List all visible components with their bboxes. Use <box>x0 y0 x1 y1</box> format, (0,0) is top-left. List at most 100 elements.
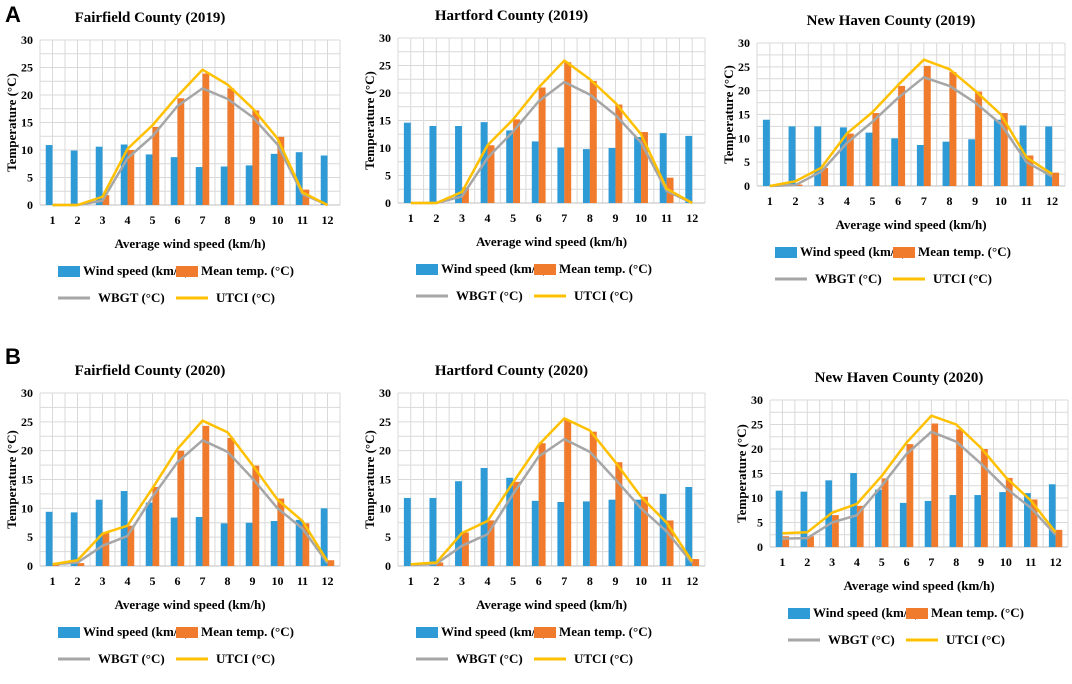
x-tick-label: 10 <box>635 574 647 588</box>
wind-speed-bar <box>685 486 693 566</box>
y-tick-label: 0 <box>27 198 33 212</box>
x-tick-label: 6 <box>536 211 542 225</box>
mean-temp-bar <box>898 85 906 186</box>
x-tick-label: 4 <box>125 574 131 588</box>
y-axis-title: Temperature (°C) <box>734 424 749 523</box>
y-tick-label: 30 <box>379 31 391 45</box>
wind-speed-bar <box>195 167 203 205</box>
x-axis-title: Average wind speed (km/h) <box>476 597 627 612</box>
legend-label: WBGT (°C) <box>828 632 895 647</box>
wind-speed-bar <box>608 499 616 566</box>
mean-temp-bar <box>872 113 880 186</box>
y-tick-label: 30 <box>379 386 391 400</box>
legend-label: UTCI (°C) <box>574 288 633 303</box>
y-tick-label: 15 <box>751 467 763 481</box>
mean-temp-bar <box>807 536 814 547</box>
mean-temp-bar <box>461 532 469 566</box>
y-tick-label: 0 <box>27 559 33 573</box>
gridlines <box>39 392 341 567</box>
x-tick-label: 6 <box>175 213 181 227</box>
x-tick-label: 9 <box>972 194 978 208</box>
x-tick-label: 3 <box>829 555 835 569</box>
wind-speed-bar <box>295 152 303 205</box>
chart-title: New Haven County (2020) <box>815 370 984 386</box>
wind-speed-bar <box>170 157 178 205</box>
mean-temp-bar <box>1005 477 1013 547</box>
x-tick-label: 8 <box>947 194 953 208</box>
wbgt-line <box>769 76 1053 188</box>
legend-swatch <box>176 627 198 638</box>
y-tick-label: 20 <box>379 444 391 458</box>
mean-temp-bar <box>615 104 623 203</box>
x-tick-label: 12 <box>686 211 698 225</box>
mean-temp-bar <box>1000 113 1008 186</box>
wind-speed-bar <box>800 491 808 547</box>
utci-line <box>52 419 329 566</box>
wind-speed-bar <box>531 141 539 203</box>
mean-temp-bar <box>538 87 546 203</box>
mean-temp-bar <box>252 110 260 205</box>
mean-temp-bar <box>881 478 889 547</box>
mean-temp-bar <box>821 167 829 186</box>
wind-speed-bar <box>455 481 462 566</box>
x-tick-label: 9 <box>250 213 256 227</box>
legend-label: WBGT (°C) <box>98 651 165 666</box>
y-tick-label: 15 <box>379 473 391 487</box>
y-tick-label: 10 <box>751 491 763 505</box>
wind-speed-bar <box>95 499 103 566</box>
legend-swatch <box>58 266 80 277</box>
x-tick-label: 10 <box>995 194 1007 208</box>
x-axis-title: Average wind speed (km/h) <box>835 217 986 232</box>
wind-speed-bar <box>455 126 462 203</box>
gridlines <box>397 392 706 567</box>
mean-temp-bar <box>923 65 931 186</box>
legend-swatch <box>416 264 438 275</box>
y-tick-label: 5 <box>385 169 391 183</box>
wind-speed-bar <box>320 508 328 566</box>
x-tick-label: 9 <box>612 211 618 225</box>
y-tick-label: 15 <box>379 114 391 128</box>
wind-speed-bar <box>762 119 770 186</box>
legend-label: Mean temp. (°C) <box>201 263 294 278</box>
wind-speed-bar <box>659 133 667 203</box>
wind-speed-bar <box>270 521 278 566</box>
y-tick-label: 25 <box>751 418 763 432</box>
wbgt-line <box>410 80 693 205</box>
x-tick-label: 3 <box>100 574 106 588</box>
mean-temp-bar <box>641 496 648 566</box>
legend-label: Wind speed (km/h) <box>83 624 189 639</box>
mean-temp-bar <box>666 520 674 566</box>
mean-temp-bar <box>177 450 185 566</box>
x-tick-label: 10 <box>1000 555 1012 569</box>
y-tick-label: 0 <box>757 540 763 554</box>
mean-temp-bar <box>1030 499 1038 547</box>
x-tick-label: 11 <box>297 574 308 588</box>
wind-speed-bar <box>775 490 783 547</box>
legend-swatch <box>893 247 915 258</box>
mean-temp-bar <box>931 423 939 547</box>
mean-temp-bar <box>436 562 444 566</box>
wind-speed-bar <box>968 139 976 186</box>
legend-label: Wind speed (km/h) <box>441 261 547 276</box>
panel-label-a: A <box>5 2 21 27</box>
mean-temp-bar <box>461 187 469 203</box>
legend-label: Mean temp. (°C) <box>559 624 652 639</box>
x-tick-label: 3 <box>459 211 465 225</box>
wind-speed-bar <box>634 499 642 566</box>
mean-temp-bar <box>487 145 495 203</box>
y-tick-label: 30 <box>21 33 33 47</box>
mean-temp-bar <box>77 563 85 566</box>
y-axis-title: Temperature (°C) <box>4 430 19 529</box>
x-tick-label: 12 <box>1046 194 1058 208</box>
mean-temp-bar <box>277 136 285 205</box>
legend: Wind speed (km/h) Mean temp. (°C) WBGT (°C… <box>775 244 1011 286</box>
x-tick-label: 1 <box>50 574 56 588</box>
x-tick-label: 3 <box>459 574 465 588</box>
x-tick-label: 7 <box>928 555 934 569</box>
mean-temp-bar <box>1026 155 1034 186</box>
x-axis-title: Average wind speed (km/h) <box>114 597 265 612</box>
mean-temp-bar <box>975 91 983 186</box>
wind-speed-bar <box>245 165 253 205</box>
